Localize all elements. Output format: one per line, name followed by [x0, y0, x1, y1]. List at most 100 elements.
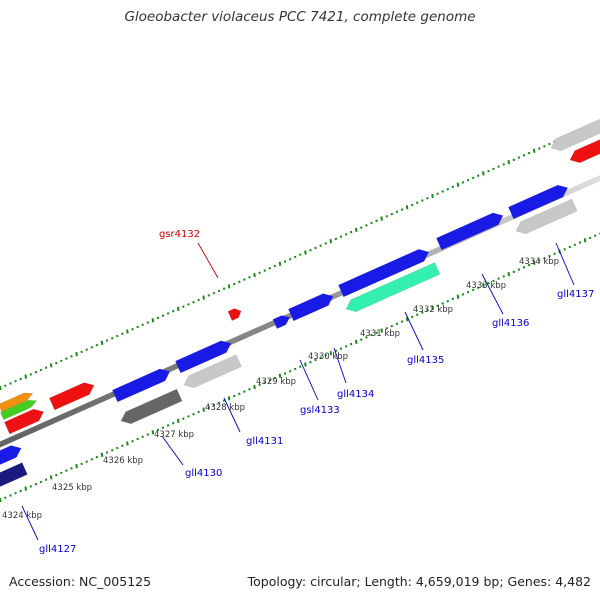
outer-tick — [115, 334, 119, 338]
inner-tick — [95, 455, 99, 459]
outer-tick — [354, 227, 358, 233]
inner-tick — [578, 241, 582, 244]
label-leader-line — [404, 311, 424, 351]
gene-feature — [508, 184, 569, 220]
inner-tick — [451, 297, 455, 301]
inner-tick — [54, 473, 58, 477]
gene-labels: gll4127 gll4130 gll4131 gsr4132 gsl4133 … — [39, 229, 594, 555]
gene-label-gll4136[interactable]: gll4136 — [492, 318, 529, 329]
gene-feature — [272, 315, 290, 329]
inner-tick — [19, 489, 22, 493]
outer-tick — [70, 355, 73, 358]
outer-tick — [324, 242, 327, 245]
outer-tick — [65, 357, 68, 360]
scale-label-4327: 4327 kbp — [154, 430, 194, 440]
outer-tick — [14, 379, 17, 383]
inner-tick — [75, 463, 78, 469]
gene-label-gll4135[interactable]: gll4135 — [407, 355, 444, 366]
outer-tick — [278, 261, 282, 266]
inner-tick — [395, 322, 399, 326]
outer-tick — [487, 169, 490, 173]
outer-tick — [349, 230, 353, 234]
inner-tick — [34, 482, 38, 486]
inner-tick — [126, 441, 129, 446]
inner-tick — [29, 485, 33, 488]
gene-label-gsl4133[interactable]: gsl4133 — [300, 405, 340, 416]
gene-feature — [112, 368, 171, 403]
gene-label-gll4137[interactable]: gll4137 — [557, 289, 594, 300]
outer-tick — [95, 343, 99, 347]
outer-tick — [283, 260, 287, 263]
outer-tick — [532, 148, 536, 153]
gene-label-gll4134[interactable]: gll4134 — [337, 389, 374, 400]
scale-label-4331: 4331 kbp — [360, 329, 400, 339]
inner-tick — [593, 234, 597, 237]
gene-label-gsr4132[interactable]: gsr4132 — [159, 229, 200, 240]
gene-label-gll4131[interactable]: gll4131 — [246, 436, 283, 447]
outer-tick — [304, 250, 307, 255]
outer-tick — [400, 208, 404, 211]
outer-tick — [182, 305, 185, 308]
inner-tick — [583, 238, 587, 243]
inner-tick — [293, 367, 297, 371]
inner-tick — [49, 475, 53, 480]
outer-tick — [517, 156, 521, 159]
scale-label-4329: 4329 kbp — [256, 377, 296, 387]
outer-tick — [365, 224, 368, 227]
inner-tick — [563, 247, 566, 251]
inner-tick — [156, 428, 160, 432]
inner-tick — [176, 418, 180, 424]
inner-tick — [466, 290, 470, 294]
outer-tick — [29, 373, 33, 376]
gene-feature — [436, 212, 504, 251]
inner-tick — [522, 266, 526, 269]
outer-tick — [385, 215, 388, 218]
outer-tick — [9, 382, 12, 385]
inner-tick — [329, 351, 333, 356]
inner-tick — [115, 446, 119, 450]
inner-tick — [202, 407, 205, 412]
inner-tick — [121, 444, 124, 448]
inner-tick — [426, 308, 429, 312]
inner-tick — [136, 437, 139, 441]
outer-tick — [482, 171, 485, 176]
inner-tick — [380, 328, 383, 333]
inner-tick — [517, 268, 521, 271]
outer-tick — [44, 366, 48, 369]
accession-text: Accession: NC_005125 — [9, 574, 152, 589]
inner-tick — [385, 327, 388, 330]
outer-tick — [339, 235, 343, 238]
inner-tick — [304, 362, 307, 367]
label-leaders — [21, 242, 575, 541]
outer-tick — [421, 199, 424, 202]
gene-feature — [515, 198, 578, 234]
gene-feature — [0, 445, 22, 465]
gene-feature — [4, 408, 44, 435]
gene-label-gll4127[interactable]: gll4127 — [39, 544, 76, 555]
outer-tick — [151, 318, 155, 323]
outer-tick — [141, 323, 144, 327]
inner-tick — [456, 294, 460, 299]
label-leader-line — [223, 397, 241, 433]
inner-tick — [278, 373, 282, 378]
inner-tick — [390, 324, 394, 328]
inner-tick — [324, 354, 327, 357]
inner-tick — [527, 263, 531, 267]
outer-tick — [80, 350, 83, 354]
inner-tick — [370, 333, 373, 337]
inner-tick — [182, 417, 185, 420]
inner-tick — [461, 293, 465, 296]
label-leader-line — [481, 273, 504, 315]
inner-tick — [421, 311, 424, 314]
gene-label-gll4130[interactable]: gll4130 — [185, 468, 222, 479]
outer-tick — [461, 181, 465, 184]
topology-text: Topology: circular; Length: 4,659,019 bp… — [247, 574, 591, 589]
outer-tick — [370, 221, 373, 225]
inner-tick — [100, 452, 104, 457]
label-leader-line — [333, 347, 347, 384]
inner-tick — [487, 281, 490, 285]
outer-tick — [268, 266, 272, 270]
outer-tick — [334, 237, 338, 241]
outer-tick — [4, 384, 7, 388]
